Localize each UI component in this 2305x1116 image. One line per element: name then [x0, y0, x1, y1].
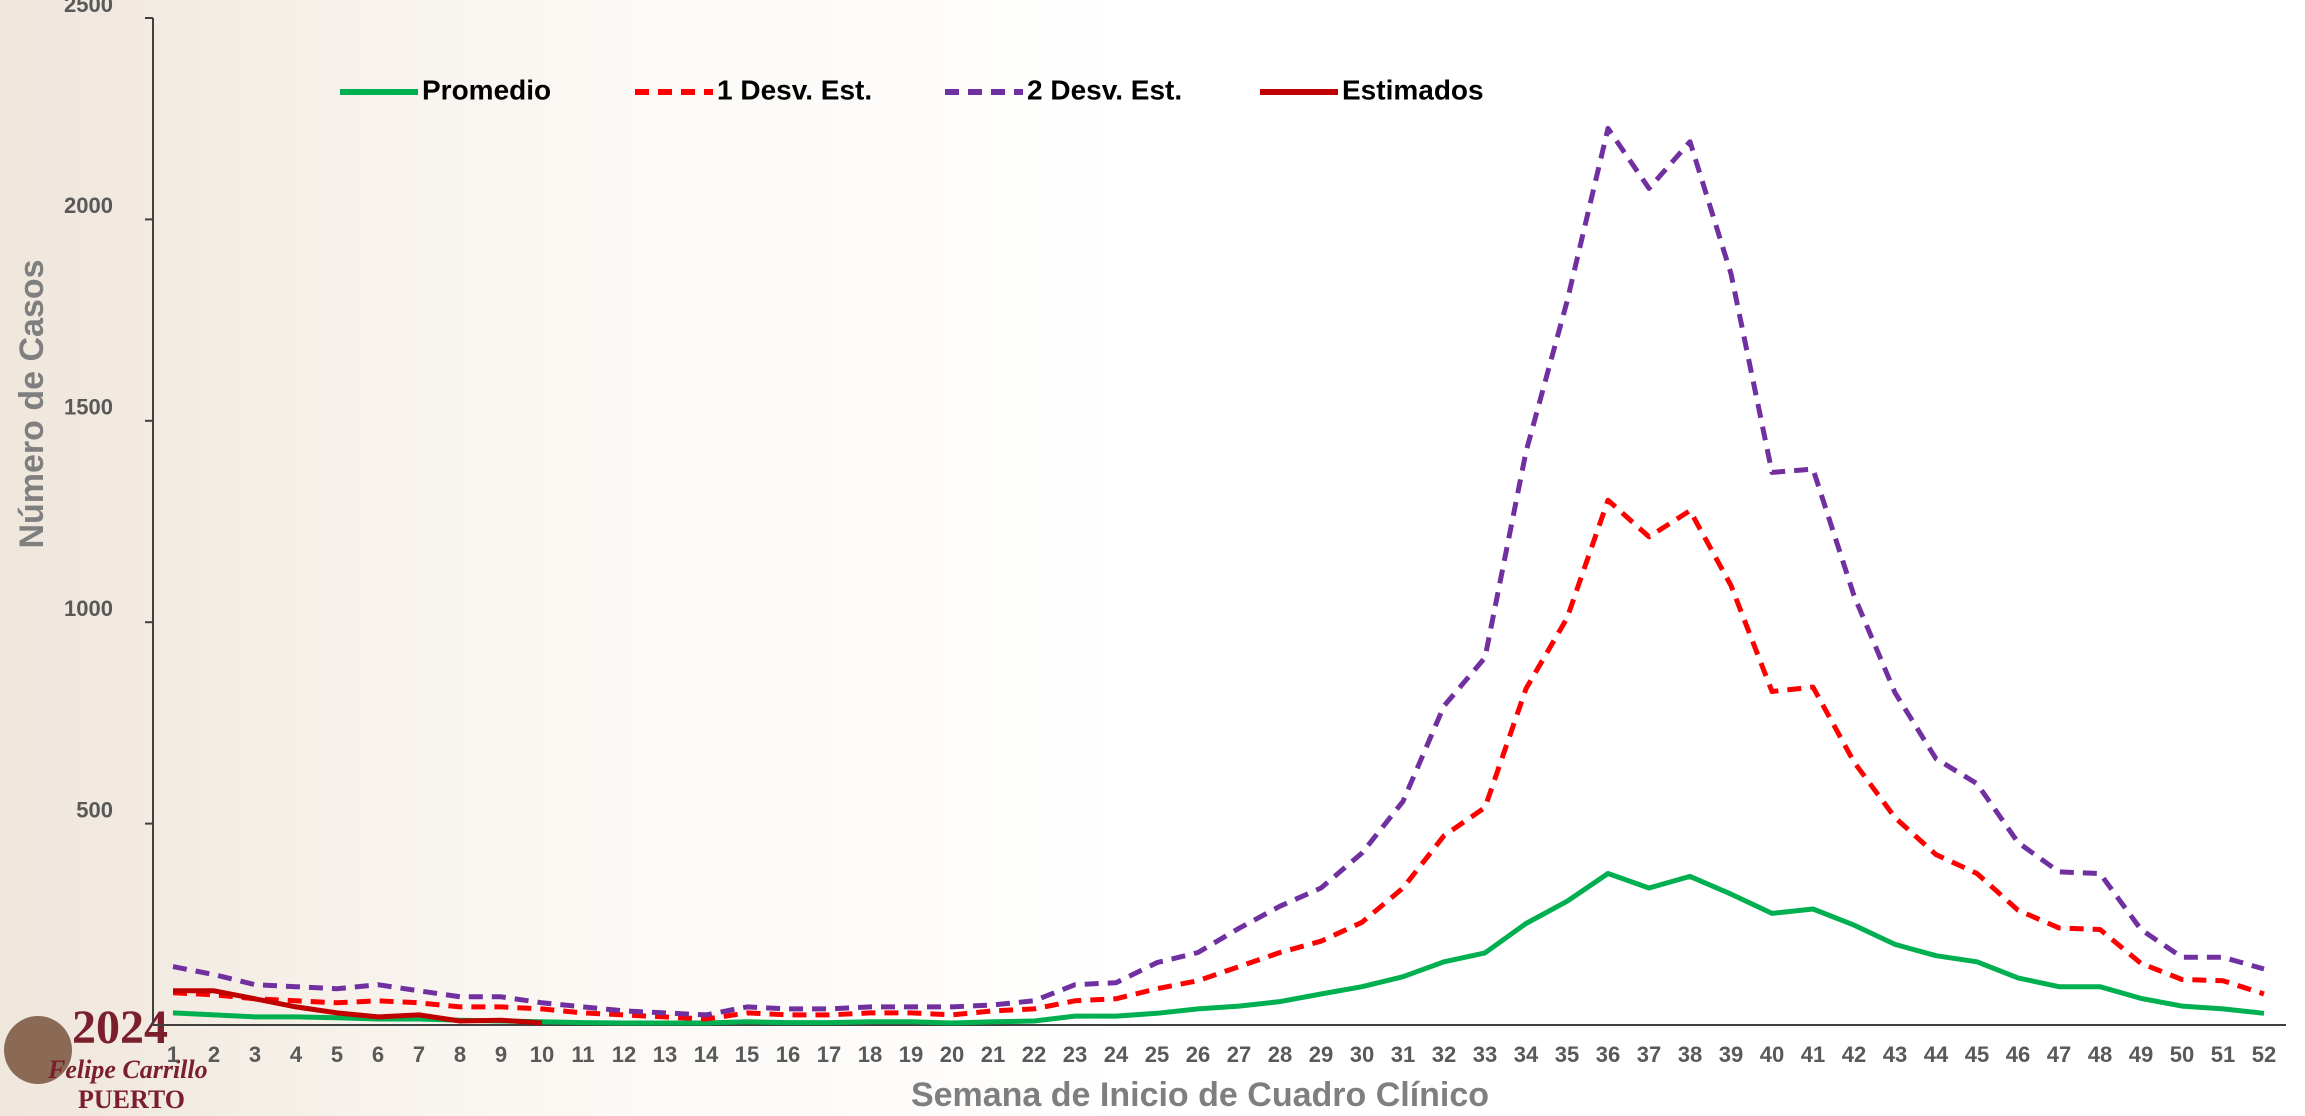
x-tick-label: 8: [454, 1042, 466, 1067]
x-tick-label: 43: [1883, 1042, 1907, 1067]
legend-label: Estimados: [1342, 74, 1484, 105]
series-line: [173, 988, 543, 1026]
x-tick-label: 15: [735, 1042, 759, 1067]
series-line: [172, 497, 2265, 1022]
x-tick-label: 9: [495, 1042, 507, 1067]
x-tick-label: 6: [372, 1042, 384, 1067]
x-tick-label: 32: [1432, 1042, 1456, 1067]
x-tick-label: 50: [2170, 1042, 2194, 1067]
x-tick-label: 35: [1555, 1042, 1579, 1067]
x-tick-label: 30: [1350, 1042, 1374, 1067]
series-line: [172, 125, 2265, 1018]
logo: 2024 Felipe Carrillo PUERTO: [4, 1001, 208, 1114]
x-tick-label: 34: [1514, 1042, 1539, 1067]
x-tick-label: 27: [1227, 1042, 1251, 1067]
x-tick-label: 20: [940, 1042, 964, 1067]
y-tick-label: 1500: [64, 395, 113, 420]
y-tick-label: 2500: [64, 0, 113, 17]
logo-portrait: [4, 1016, 72, 1084]
x-tick-label: 51: [2211, 1042, 2235, 1067]
x-tick-label: 26: [1186, 1042, 1210, 1067]
x-tick-label: 33: [1473, 1042, 1497, 1067]
x-tick-label: 2: [208, 1042, 220, 1067]
x-tick-label: 39: [1719, 1042, 1743, 1067]
x-tick-label: 3: [249, 1042, 261, 1067]
x-tick-label: 5: [331, 1042, 343, 1067]
x-tick-label: 29: [1309, 1042, 1333, 1067]
x-tick-label: 48: [2088, 1042, 2112, 1067]
y-tick-label: 500: [76, 797, 113, 822]
y-axis-label: Número de Casos: [13, 259, 51, 548]
x-tick-label: 18: [858, 1042, 882, 1067]
background: [0, 0, 1130, 1116]
x-tick-label: 49: [2129, 1042, 2153, 1067]
x-tick-label: 11: [571, 1042, 594, 1067]
x-tick-label: 45: [1965, 1042, 1989, 1067]
legend-label: Promedio: [422, 74, 551, 105]
x-tick-label: 14: [694, 1042, 719, 1067]
logo-name: Felipe Carrillo: [47, 1055, 208, 1084]
y-tick-label: 2000: [64, 193, 113, 218]
x-tick-label: 40: [1760, 1042, 1784, 1067]
x-tick-label: 47: [2047, 1042, 2071, 1067]
x-tick-label: 36: [1596, 1042, 1620, 1067]
x-tick-label: 28: [1268, 1042, 1292, 1067]
x-tick-label: 22: [1022, 1042, 1046, 1067]
x-tick-label: 52: [2252, 1042, 2276, 1067]
x-tick-label: 16: [776, 1042, 800, 1067]
x-tick-label: 42: [1842, 1042, 1866, 1067]
x-tick-label: 10: [530, 1042, 554, 1067]
x-tick-label: 44: [1924, 1042, 1949, 1067]
x-tick-label: 41: [1801, 1042, 1825, 1067]
x-tick-label: 38: [1678, 1042, 1702, 1067]
x-tick-label: 21: [981, 1042, 1005, 1067]
x-tick-label: 31: [1391, 1042, 1415, 1067]
y-tick-label: 1000: [64, 596, 113, 621]
x-axis-label: Semana de Inicio de Cuadro Clínico: [911, 1076, 1489, 1114]
legend-label: 2 Desv. Est.: [1027, 74, 1182, 105]
x-tick-label: 4: [290, 1042, 303, 1067]
x-tick-label: 19: [899, 1042, 923, 1067]
x-tick-label: 46: [2006, 1042, 2030, 1067]
x-tick-label: 24: [1104, 1042, 1129, 1067]
x-tick-label: 17: [817, 1042, 841, 1067]
x-tick-label: 25: [1145, 1042, 1169, 1067]
x-tick-label: 13: [653, 1042, 677, 1067]
x-tick-label: 1: [167, 1042, 179, 1067]
x-tick-label: 7: [413, 1042, 425, 1067]
legend-label: 1 Desv. Est.: [717, 74, 872, 105]
x-tick-label: 23: [1063, 1042, 1087, 1067]
logo-place: PUERTO: [78, 1085, 185, 1114]
x-tick-label: 12: [612, 1042, 636, 1067]
x-tick-label: 37: [1637, 1042, 1661, 1067]
